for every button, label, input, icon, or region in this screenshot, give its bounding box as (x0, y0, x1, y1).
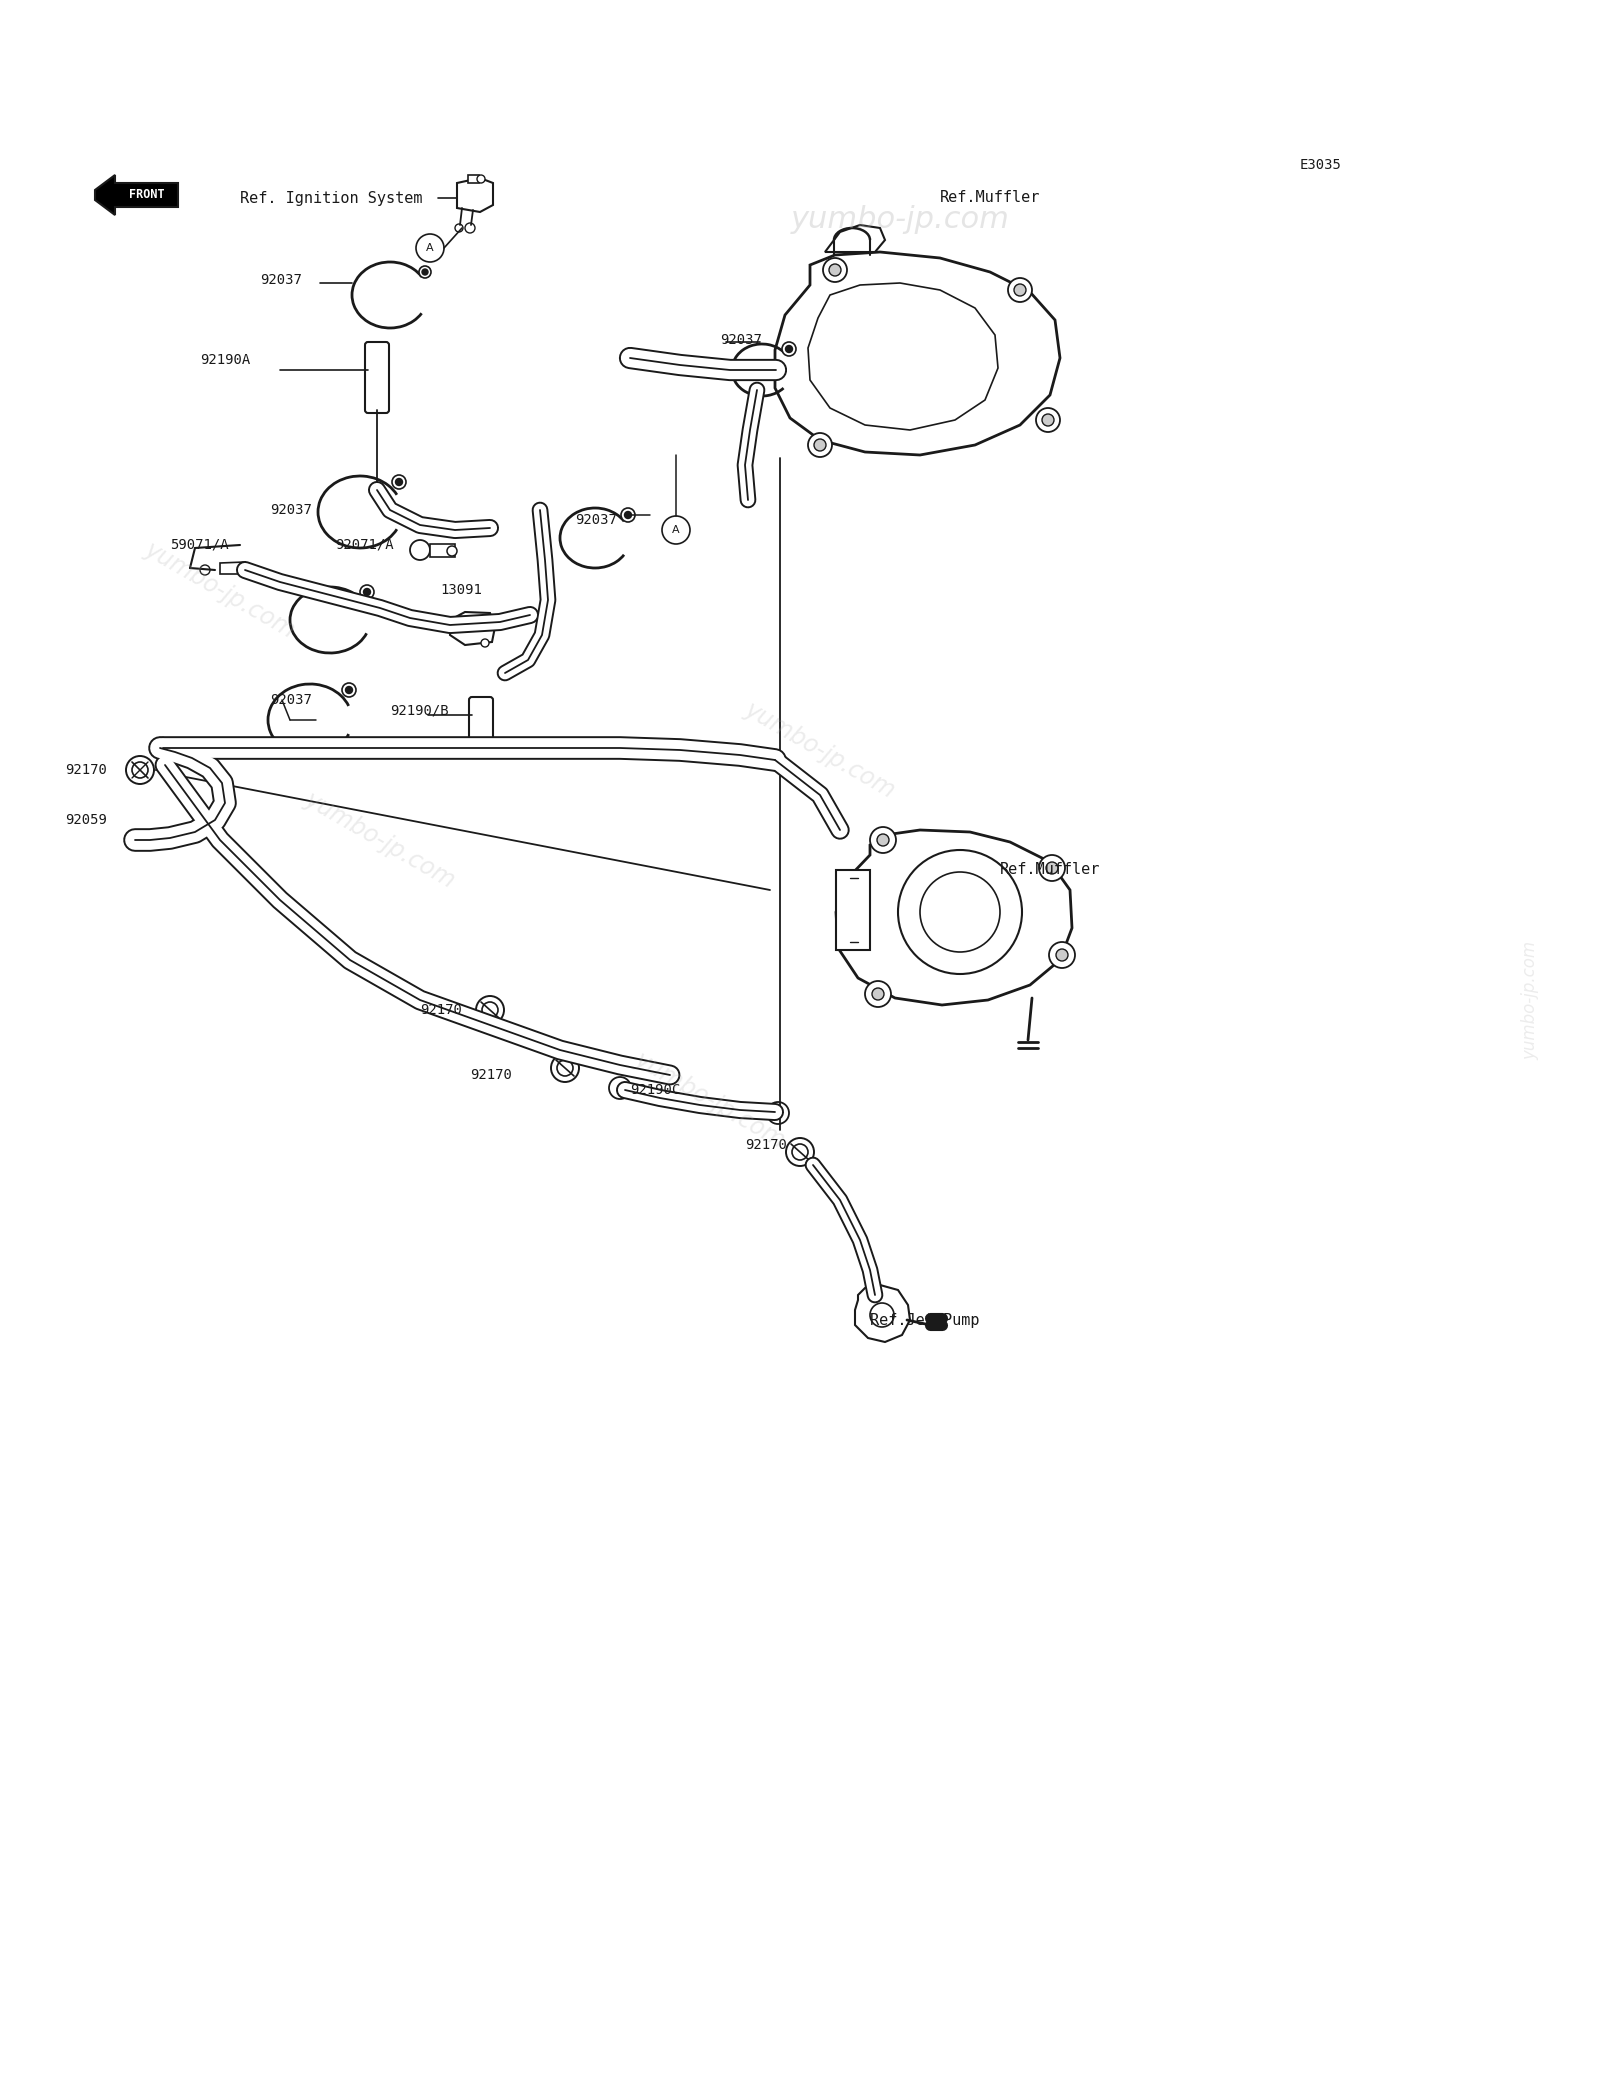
Polygon shape (774, 251, 1059, 454)
Polygon shape (826, 226, 885, 251)
Circle shape (782, 341, 797, 356)
Circle shape (766, 1102, 789, 1123)
Circle shape (482, 638, 490, 646)
Circle shape (131, 761, 147, 778)
Text: yumbo-jp.com: yumbo-jp.com (141, 538, 299, 642)
Text: 92071/A: 92071/A (334, 538, 394, 552)
Circle shape (624, 513, 632, 519)
Polygon shape (808, 282, 998, 431)
Text: 92170: 92170 (419, 1002, 462, 1017)
Text: 92037: 92037 (259, 272, 302, 287)
Text: E3035: E3035 (1299, 159, 1342, 172)
Circle shape (829, 264, 842, 276)
Text: Ref.Jet Pump: Ref.Jet Pump (870, 1312, 979, 1328)
Text: 59071/A: 59071/A (170, 538, 229, 552)
Circle shape (446, 546, 458, 556)
Polygon shape (430, 544, 454, 556)
Circle shape (395, 479, 403, 485)
Text: 92170: 92170 (66, 764, 107, 776)
Circle shape (419, 266, 430, 278)
Circle shape (1014, 285, 1026, 295)
Circle shape (1038, 856, 1066, 881)
Circle shape (872, 987, 883, 1000)
Text: 13091: 13091 (440, 584, 482, 596)
Circle shape (126, 755, 154, 784)
Text: 92037: 92037 (720, 333, 762, 347)
Circle shape (456, 615, 464, 623)
Circle shape (392, 475, 406, 490)
Text: 92037: 92037 (270, 692, 312, 707)
Circle shape (870, 1303, 894, 1326)
Circle shape (662, 517, 690, 544)
Circle shape (416, 234, 445, 262)
Text: 92190A: 92190A (200, 354, 250, 366)
Text: 92170: 92170 (470, 1069, 512, 1082)
Text: 92037: 92037 (574, 513, 618, 527)
FancyBboxPatch shape (365, 341, 389, 412)
Circle shape (1050, 941, 1075, 969)
Circle shape (1037, 408, 1059, 433)
Circle shape (550, 1054, 579, 1082)
Circle shape (866, 981, 891, 1006)
Text: 92190C: 92190C (630, 1084, 680, 1096)
Polygon shape (94, 176, 178, 215)
Text: A: A (672, 525, 680, 536)
Circle shape (422, 270, 429, 274)
Circle shape (898, 849, 1022, 975)
Polygon shape (854, 1284, 910, 1341)
Text: yumbo-jp.com: yumbo-jp.com (630, 1048, 789, 1153)
Circle shape (786, 1138, 814, 1165)
Circle shape (363, 588, 371, 596)
Circle shape (822, 257, 846, 282)
Text: Ref.Muffler: Ref.Muffler (941, 190, 1040, 205)
Circle shape (477, 996, 504, 1023)
Text: 92037: 92037 (270, 502, 312, 517)
Circle shape (610, 1077, 630, 1098)
Circle shape (808, 433, 832, 456)
Text: 92190/B: 92190/B (390, 703, 448, 718)
Circle shape (482, 1002, 498, 1019)
Polygon shape (450, 613, 494, 644)
Circle shape (410, 540, 430, 561)
Polygon shape (835, 870, 870, 950)
Polygon shape (458, 178, 493, 211)
Circle shape (877, 835, 890, 845)
Circle shape (200, 565, 210, 575)
Circle shape (466, 224, 475, 232)
Text: 92059: 92059 (66, 814, 107, 826)
Polygon shape (467, 176, 478, 182)
Circle shape (557, 1061, 573, 1075)
Text: yumbo-jp.com: yumbo-jp.com (1522, 941, 1539, 1059)
Text: 92170: 92170 (746, 1138, 787, 1153)
Text: A: A (426, 243, 434, 253)
Circle shape (360, 586, 374, 598)
Circle shape (792, 1144, 808, 1159)
Circle shape (1046, 862, 1058, 874)
Text: Ref.Muffler: Ref.Muffler (1000, 862, 1101, 877)
Circle shape (1008, 278, 1032, 301)
FancyBboxPatch shape (469, 697, 493, 757)
Circle shape (342, 682, 355, 697)
Circle shape (346, 686, 352, 695)
Text: yumbo-jp.com: yumbo-jp.com (301, 787, 459, 893)
Text: yumbo-jp.com: yumbo-jp.com (741, 697, 899, 803)
Circle shape (454, 224, 462, 232)
Circle shape (1042, 414, 1054, 427)
Circle shape (1056, 950, 1069, 960)
Polygon shape (221, 563, 245, 573)
Circle shape (621, 508, 635, 523)
Text: Ref. Ignition System: Ref. Ignition System (240, 190, 422, 205)
Circle shape (786, 345, 792, 351)
Circle shape (258, 738, 278, 757)
Circle shape (920, 872, 1000, 952)
Circle shape (477, 176, 485, 182)
Circle shape (870, 826, 896, 854)
Circle shape (814, 439, 826, 452)
Text: yumbo-jp.com: yumbo-jp.com (790, 205, 1010, 234)
Polygon shape (835, 831, 1072, 1004)
Text: FRONT: FRONT (130, 188, 165, 201)
